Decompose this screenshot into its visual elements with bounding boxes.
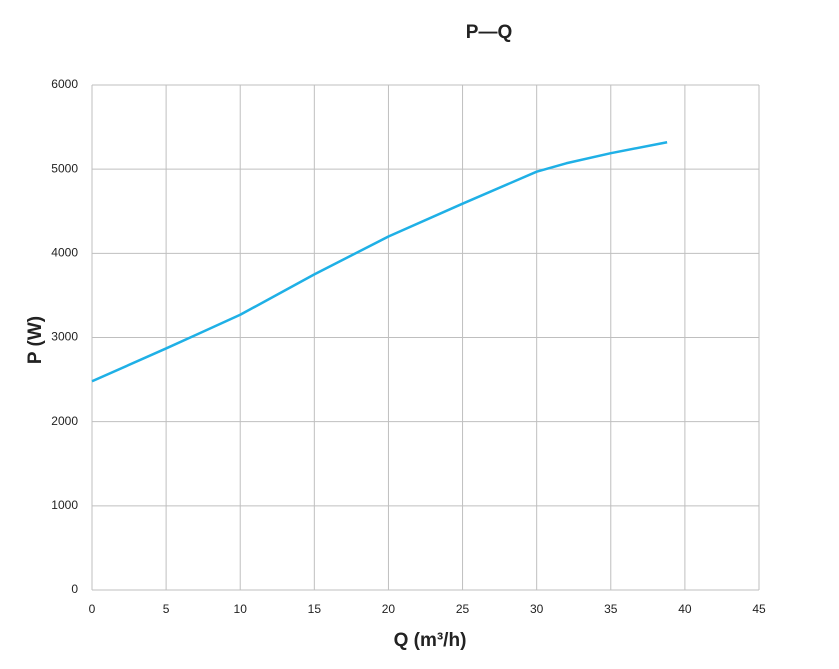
x-tick-label: 0 [89,602,96,616]
y-tick-label: 5000 [51,161,78,175]
y-tick-label: 2000 [51,414,78,428]
x-tick-label: 45 [752,602,766,616]
x-tick-label: 5 [163,602,170,616]
y-tick-label: 3000 [51,330,78,344]
x-tick-label: 40 [678,602,692,616]
y-tick-label: 0 [71,582,78,596]
x-tick-label: 25 [456,602,470,616]
y-tick-label: 1000 [51,498,78,512]
x-tick-label: 15 [308,602,322,616]
chart-title: P—Q [466,22,512,43]
y-axis-label: P (W) [25,316,46,364]
y-tick-label: 4000 [51,246,78,260]
x-tick-label: 10 [234,602,248,616]
x-tick-label: 30 [530,602,544,616]
y-tick-label: 6000 [51,77,78,91]
x-tick-label: 20 [382,602,396,616]
data-line [91,141,668,383]
x-tick-label: 35 [604,602,618,616]
x-axis-label: Q (m³/h) [394,630,467,651]
